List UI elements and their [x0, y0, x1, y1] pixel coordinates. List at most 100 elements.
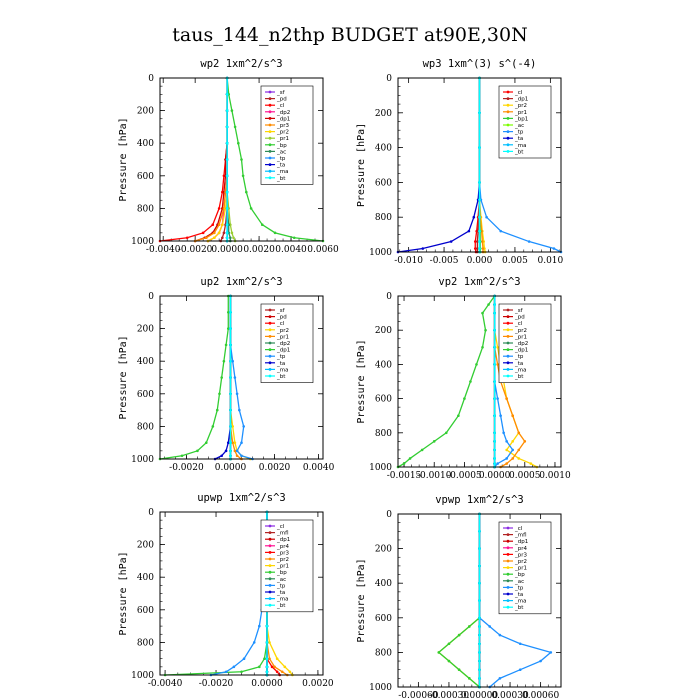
data-point: [449, 240, 453, 243]
legend-label: _dp1: [514, 348, 528, 354]
x-tick-label: 0.0000: [479, 471, 511, 481]
y-tick-label: 200: [375, 326, 392, 336]
data-point: [402, 462, 406, 465]
legend-label: _ta: [514, 361, 523, 367]
data-point: [478, 111, 481, 115]
data-point: [481, 311, 484, 315]
data-point: [478, 599, 481, 602]
y-tick-label: 800: [375, 429, 392, 439]
legend-marker: [506, 361, 510, 365]
data-point: [527, 240, 531, 243]
y-tick-label: 600: [375, 614, 392, 624]
data-point: [229, 454, 232, 458]
data-point: [229, 236, 232, 240]
legend-marker: [506, 90, 510, 94]
legend-marker: [268, 557, 272, 561]
data-point: [244, 190, 248, 194]
legend-label: _tp: [276, 583, 286, 589]
data-point: [488, 625, 491, 628]
data-point: [240, 158, 243, 161]
y-tick-label: 400: [137, 357, 154, 367]
legend-marker: [268, 163, 272, 167]
data-point: [231, 359, 234, 363]
legend-marker: [506, 546, 510, 550]
data-point: [260, 223, 264, 226]
data-point: [511, 414, 514, 418]
legend-label: _dp2: [276, 110, 290, 116]
legend-marker: [268, 143, 272, 147]
plot-frame: [397, 295, 562, 468]
data-point: [476, 240, 479, 243]
data-point: [217, 223, 221, 226]
series_tp: [209, 510, 269, 677]
data-point: [517, 431, 521, 435]
data-point: [231, 425, 234, 428]
legend-marker: [268, 354, 272, 358]
legend-marker: [506, 143, 510, 147]
series_ta: [396, 76, 481, 254]
y-tick-label: 800: [137, 204, 154, 214]
subplot-4: vp2 1xm^2/s^3 Pressure [hPa] 0 200 400 600 800…: [356, 276, 571, 481]
legend: _sf_pd_cl_dp2_dp1_pr3_pr2_pr1_bp_ac_tp_t…: [260, 85, 314, 185]
data-point: [224, 449, 228, 453]
legend-label: _ta: [514, 136, 523, 142]
legend-marker: [268, 90, 272, 94]
data-point: [518, 642, 522, 646]
x-tick-label: -0.010: [394, 256, 423, 266]
subplot-title: up2 1xm^2/s^3: [200, 276, 282, 288]
data-point: [232, 236, 235, 240]
legend-marker: [506, 586, 510, 589]
data-point: [493, 363, 496, 366]
legend-label: _tp: [276, 354, 286, 360]
legend-label: _cl: [514, 526, 523, 532]
legend-label: _cl: [276, 103, 285, 109]
series_cl: [158, 76, 229, 243]
legend-marker: [506, 97, 510, 100]
data-point: [478, 616, 481, 620]
data-point: [225, 93, 229, 96]
data-point: [268, 657, 271, 660]
legend-marker: [268, 169, 272, 173]
data-point: [469, 380, 472, 383]
data-point: [468, 625, 471, 628]
data-point: [485, 215, 488, 219]
series_bt: [493, 294, 496, 469]
legend-marker: [506, 348, 510, 351]
x-tick-label: 0.005: [502, 256, 528, 266]
legend-label: _tp: [514, 130, 524, 136]
data-point: [240, 454, 243, 458]
x-tick-label: 0.0005: [509, 471, 541, 481]
series_bt: [478, 512, 481, 689]
legend-label: _ma: [514, 367, 526, 373]
legend-label: _ma: [276, 169, 288, 175]
data-point: [222, 359, 226, 363]
data-point: [475, 363, 478, 366]
data-point: [517, 448, 521, 452]
legend-marker: [268, 577, 272, 581]
legend-marker: [506, 328, 510, 332]
data-point: [498, 677, 502, 680]
y-tick-label: 0: [148, 508, 154, 518]
y-tick-label: 600: [375, 395, 392, 405]
data-point: [265, 641, 269, 644]
legend-label: _bp: [276, 143, 287, 149]
legend-marker: [268, 590, 272, 594]
x-tick-label: -0.00030: [429, 691, 470, 700]
data-point: [225, 207, 229, 210]
y-tick-label: 800: [137, 638, 154, 648]
legend-label: _bt: [276, 603, 286, 609]
legend-marker: [268, 368, 272, 371]
legend-label: _bp1: [514, 116, 528, 122]
legend-marker: [506, 579, 510, 583]
data-point: [229, 449, 232, 453]
subplot-title: vpwp 1xm^2/s^3: [435, 494, 524, 506]
data-point: [229, 408, 232, 412]
data-point: [265, 670, 269, 674]
legend-box: [260, 85, 314, 185]
legend-marker: [268, 584, 272, 587]
x-tick-label: 0.00030: [491, 691, 528, 700]
legend-marker: [268, 103, 272, 107]
subplot-title: wp3 1xm^(3) s^(-4): [423, 58, 537, 70]
legend-label: _pr1: [276, 136, 289, 142]
